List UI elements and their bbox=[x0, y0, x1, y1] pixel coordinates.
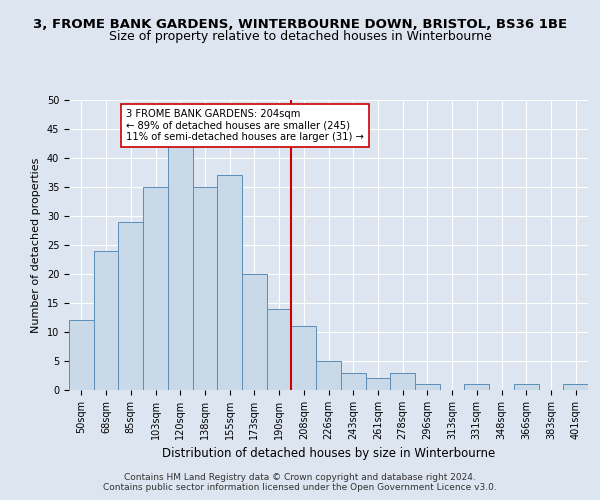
Bar bbox=[365, 378, 390, 390]
Bar bbox=[267, 309, 292, 390]
Bar bbox=[390, 372, 415, 390]
Bar bbox=[563, 384, 588, 390]
Text: Contains HM Land Registry data © Crown copyright and database right 2024.
Contai: Contains HM Land Registry data © Crown c… bbox=[103, 473, 497, 492]
Text: Size of property relative to detached houses in Winterbourne: Size of property relative to detached ho… bbox=[109, 30, 491, 43]
Text: 3, FROME BANK GARDENS, WINTERBOURNE DOWN, BRISTOL, BS36 1BE: 3, FROME BANK GARDENS, WINTERBOURNE DOWN… bbox=[33, 18, 567, 30]
Bar bbox=[341, 372, 365, 390]
X-axis label: Distribution of detached houses by size in Winterbourne: Distribution of detached houses by size … bbox=[162, 448, 495, 460]
Bar bbox=[316, 361, 341, 390]
Bar bbox=[292, 326, 316, 390]
Text: 3 FROME BANK GARDENS: 204sqm
← 89% of detached houses are smaller (245)
11% of s: 3 FROME BANK GARDENS: 204sqm ← 89% of de… bbox=[126, 108, 364, 142]
Bar bbox=[415, 384, 440, 390]
Bar bbox=[69, 320, 94, 390]
Bar bbox=[514, 384, 539, 390]
Bar bbox=[143, 187, 168, 390]
Bar bbox=[118, 222, 143, 390]
Bar bbox=[168, 146, 193, 390]
Y-axis label: Number of detached properties: Number of detached properties bbox=[31, 158, 41, 332]
Bar bbox=[193, 187, 217, 390]
Bar bbox=[217, 176, 242, 390]
Bar bbox=[94, 251, 118, 390]
Bar bbox=[464, 384, 489, 390]
Bar bbox=[242, 274, 267, 390]
